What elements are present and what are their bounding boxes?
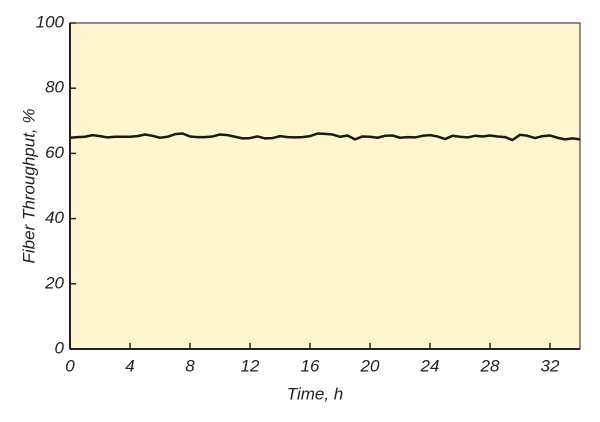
x-tick-label: 28 — [480, 356, 500, 375]
x-tick-label: 16 — [301, 356, 320, 375]
y-tick-label: 100 — [36, 12, 65, 31]
x-tick-label: 32 — [541, 356, 560, 375]
data-line — [69, 132, 581, 142]
x-tick-label: 0 — [65, 356, 75, 375]
y-tick-label: 20 — [44, 273, 64, 292]
y-tick-label: 80 — [45, 78, 64, 97]
y-tick-label: 60 — [45, 143, 64, 162]
y-tick-label: 40 — [45, 208, 64, 227]
x-tick-label: 20 — [360, 356, 380, 375]
x-axis-label: Time, h — [287, 384, 344, 403]
x-tick-label: 12 — [241, 356, 260, 375]
x-tick-label: 24 — [420, 356, 440, 375]
x-tick-label: 8 — [185, 356, 195, 375]
y-tick-label: 0 — [55, 338, 65, 357]
y-axis-label: Fiber Throughput, % — [19, 109, 38, 264]
x-tick-label: 4 — [125, 356, 134, 375]
plot-area — [69, 22, 581, 350]
